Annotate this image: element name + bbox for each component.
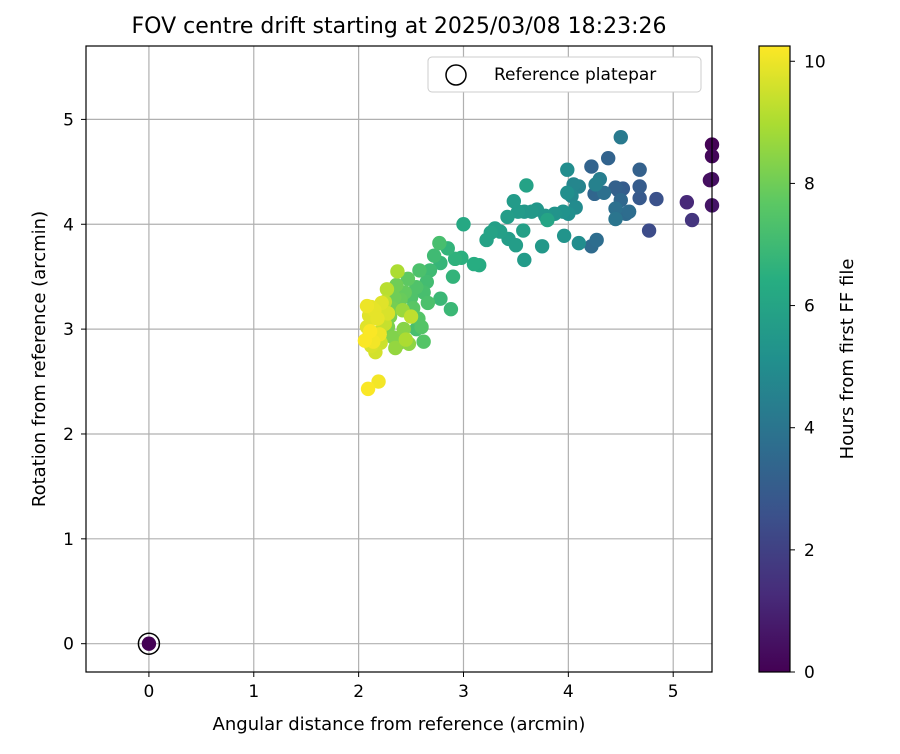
chart-title: FOV centre drift starting at 2025/03/08 … bbox=[132, 14, 667, 39]
colorbar-tick-label: 8 bbox=[804, 174, 815, 194]
data-point bbox=[447, 251, 463, 267]
legend: Reference platepar bbox=[427, 56, 702, 93]
data-point bbox=[456, 217, 471, 232]
y-tick-label: 2 bbox=[63, 425, 74, 445]
data-point bbox=[390, 264, 405, 279]
x-tick-label: 1 bbox=[248, 682, 259, 702]
data-point bbox=[466, 256, 482, 272]
data-point bbox=[589, 232, 604, 248]
colorbar-tick-label: 10 bbox=[804, 52, 826, 72]
data-point bbox=[371, 374, 386, 389]
y-axis-label: Rotation from reference (arcmin) bbox=[29, 211, 50, 507]
data-point bbox=[621, 204, 637, 219]
data-point bbox=[443, 301, 459, 317]
data-point bbox=[679, 195, 695, 210]
data-point bbox=[684, 212, 700, 228]
data-point bbox=[416, 334, 431, 349]
data-point bbox=[388, 340, 403, 356]
data-point bbox=[560, 185, 575, 201]
data-point bbox=[534, 239, 550, 254]
data-point bbox=[560, 162, 575, 177]
data-point bbox=[398, 332, 414, 347]
data-point bbox=[608, 201, 623, 216]
y-tick-label: 0 bbox=[63, 635, 74, 655]
data-point bbox=[426, 248, 442, 263]
data-point bbox=[613, 130, 628, 145]
data-point bbox=[641, 223, 657, 238]
reference-point-layer bbox=[137, 632, 161, 655]
y-tick-label: 1 bbox=[63, 530, 74, 550]
data-point bbox=[445, 269, 461, 284]
legend-marker bbox=[445, 64, 467, 86]
colorbar-tick-label: 2 bbox=[804, 541, 815, 561]
data-points bbox=[357, 130, 720, 397]
plot-frame bbox=[85, 45, 713, 673]
data-point bbox=[432, 235, 447, 251]
data-point bbox=[632, 179, 647, 194]
data-point bbox=[412, 263, 427, 278]
data-point bbox=[506, 193, 522, 209]
colorbar bbox=[758, 45, 791, 673]
data-point bbox=[517, 252, 532, 268]
colorbar-ticks: 0 2 4 6 8 10 bbox=[790, 52, 826, 683]
data-point bbox=[588, 177, 603, 192]
data-point bbox=[508, 238, 524, 253]
data-point bbox=[519, 178, 534, 193]
grid bbox=[86, 46, 712, 672]
data-point bbox=[500, 209, 515, 225]
data-point bbox=[632, 162, 647, 177]
data-point bbox=[420, 295, 436, 311]
x-tick-label: 2 bbox=[353, 682, 364, 702]
data-point bbox=[608, 211, 623, 227]
x-tick-label: 0 bbox=[144, 682, 155, 702]
data-point bbox=[359, 298, 375, 314]
reference-data-point bbox=[141, 636, 157, 651]
data-point bbox=[400, 271, 416, 286]
data-point bbox=[357, 333, 373, 348]
data-point bbox=[403, 309, 419, 324]
data-point bbox=[479, 232, 494, 248]
y-tick-label: 3 bbox=[63, 320, 74, 340]
data-point bbox=[649, 191, 664, 207]
data-point bbox=[516, 223, 531, 238]
data-point bbox=[360, 381, 376, 397]
data-point bbox=[414, 319, 429, 335]
data-point bbox=[600, 150, 616, 166]
data-point bbox=[422, 263, 438, 278]
colorbar-tick-label: 4 bbox=[804, 419, 815, 439]
x-tick-label: 3 bbox=[458, 682, 469, 702]
data-point bbox=[571, 235, 587, 251]
data-point bbox=[433, 291, 448, 306]
data-point bbox=[556, 228, 572, 243]
legend-label: Reference platepar bbox=[494, 65, 656, 85]
data-point bbox=[379, 282, 395, 297]
data-point bbox=[370, 311, 385, 326]
data-point bbox=[540, 212, 555, 228]
data-point bbox=[608, 180, 623, 195]
y-tick-label: 4 bbox=[63, 215, 74, 235]
reference-platepar-marker bbox=[137, 632, 161, 655]
data-point bbox=[632, 190, 647, 206]
x-tick-label: 4 bbox=[563, 682, 574, 702]
colorbar-tick-label: 6 bbox=[804, 297, 815, 317]
x-axis-label: Angular distance from reference (arcmin) bbox=[213, 714, 586, 735]
colorbar-label: Hours from first FF file bbox=[837, 259, 858, 460]
data-point bbox=[584, 159, 599, 174]
legend-box bbox=[427, 56, 702, 93]
colorbar-tick-label: 0 bbox=[804, 663, 815, 683]
x-ticks: 0 1 2 3 4 5 bbox=[144, 672, 679, 702]
y-tick-label: 5 bbox=[63, 110, 74, 130]
x-tick-label: 5 bbox=[668, 682, 679, 702]
y-ticks: 0 1 2 3 4 5 bbox=[63, 110, 86, 655]
